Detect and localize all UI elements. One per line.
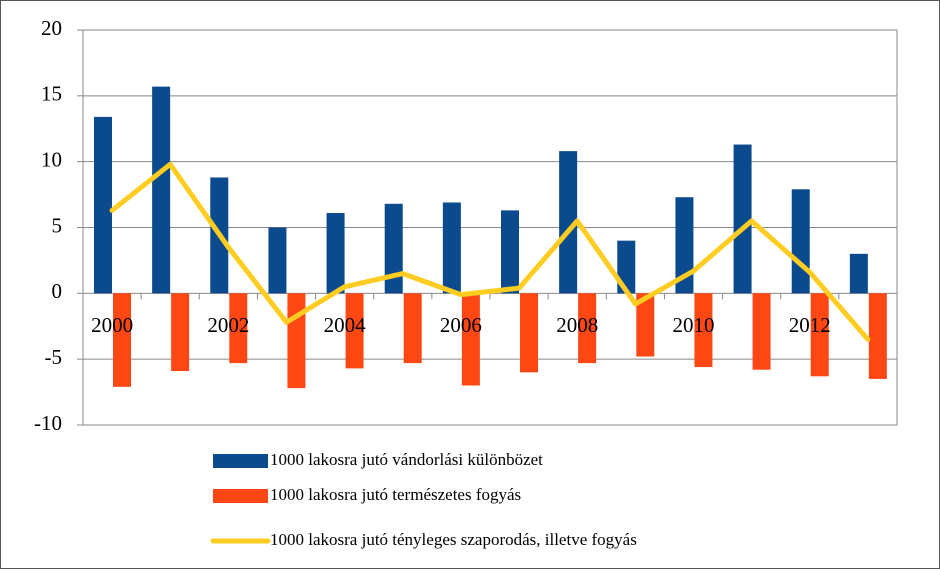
legend-swatch — [213, 454, 268, 468]
bar — [849, 253, 868, 294]
line-series — [109, 161, 871, 342]
bar — [403, 293, 422, 364]
y-tick-label: 15 — [41, 82, 62, 106]
bar — [94, 116, 112, 294]
bar — [520, 293, 538, 373]
legend-label: 1000 lakosra jutó vándorlási különbözet — [270, 450, 543, 469]
y-tick-label: -10 — [34, 411, 62, 435]
x-tick-label: 2004 — [324, 313, 367, 337]
x-tick-label: 2012 — [789, 313, 831, 337]
bar — [675, 197, 694, 294]
bar — [171, 293, 190, 372]
bar — [268, 227, 287, 294]
x-tick-label: 2002 — [207, 313, 249, 337]
y-tick-label: 10 — [41, 147, 62, 171]
y-tick-label: -5 — [45, 345, 63, 369]
legend-label: 1000 lakosra jutó természetes fogyás — [270, 485, 521, 504]
y-tick-label: 0 — [52, 279, 63, 303]
bar — [810, 293, 829, 377]
bar — [345, 293, 364, 369]
bar — [733, 144, 752, 294]
bar — [868, 293, 887, 379]
bar — [578, 293, 597, 364]
bar — [791, 189, 810, 294]
bar — [442, 202, 461, 294]
bar — [461, 293, 480, 386]
legend-label: 1000 lakosra jutó tényleges szaporodás, … — [270, 530, 637, 549]
x-tick-label: 2006 — [440, 313, 482, 337]
bar — [326, 213, 345, 294]
bar — [152, 86, 171, 294]
bar — [113, 293, 131, 387]
x-tick-label: 2010 — [673, 313, 715, 337]
x-tick-label: 2000 — [91, 313, 133, 337]
bar — [636, 293, 655, 357]
bar — [229, 293, 248, 364]
y-tick-label: 20 — [41, 16, 62, 40]
bar — [384, 203, 403, 294]
y-tick-label: 5 — [52, 213, 63, 237]
bar — [287, 293, 306, 389]
bar — [501, 210, 519, 294]
bar — [694, 293, 713, 368]
x-tick-label: 2008 — [556, 313, 598, 337]
bar — [752, 293, 771, 370]
legend-swatch — [213, 489, 268, 503]
bar — [559, 151, 578, 294]
